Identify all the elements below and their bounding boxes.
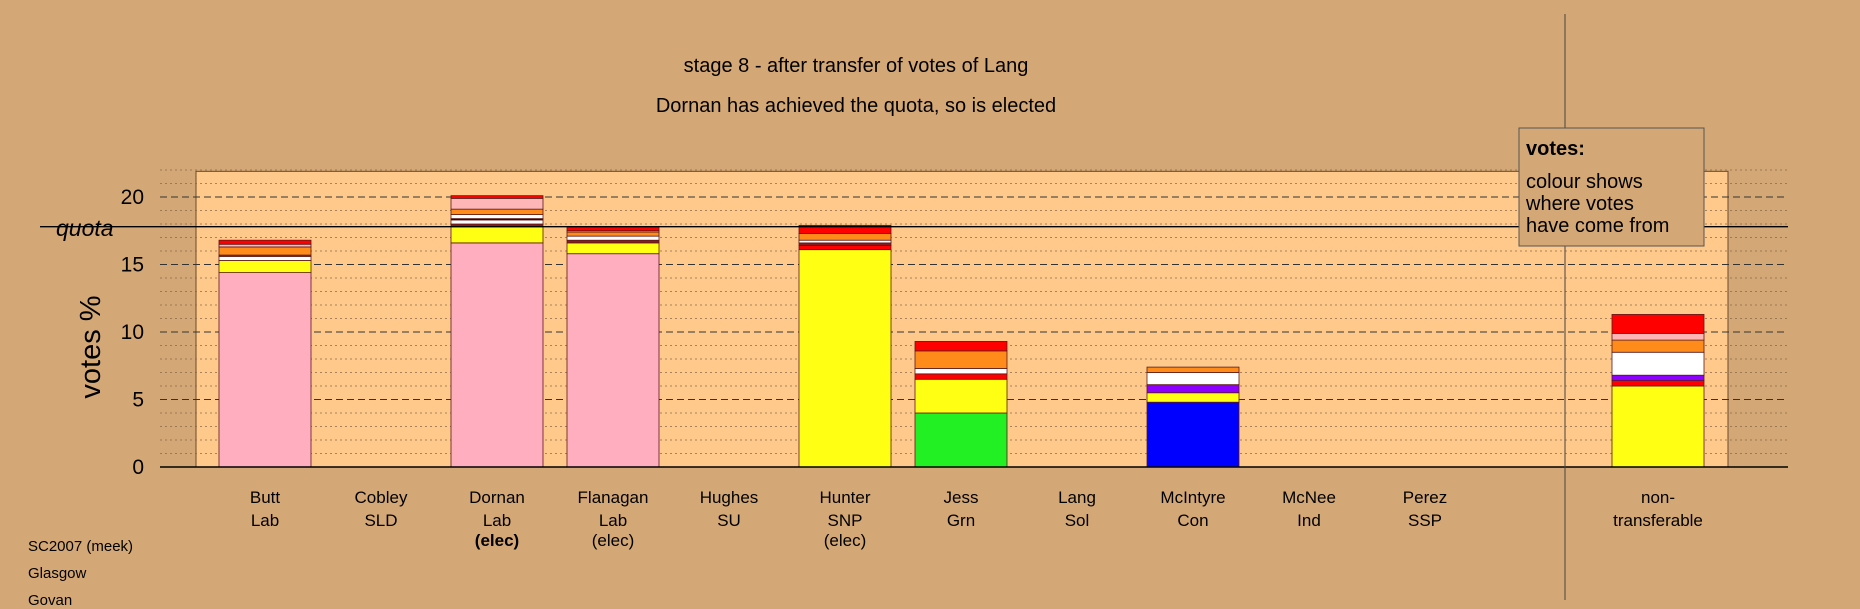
bar-segment — [798, 242, 892, 246]
bar-segment — [1146, 372, 1240, 386]
y-tick-label: 15 — [121, 254, 144, 277]
bar-segment — [450, 214, 544, 220]
footer-line-2: Glasgow — [28, 565, 87, 582]
category-party-label: Ind — [1297, 511, 1321, 530]
category-name-label: McIntyre — [1160, 488, 1225, 507]
category-party-label: transferable — [1613, 511, 1703, 530]
bar-segment — [914, 341, 1008, 352]
category-party-label: Con — [1177, 511, 1208, 530]
y-tick-label: 10 — [121, 321, 144, 344]
bar-segment — [1146, 366, 1240, 373]
category-party-label: Lab — [599, 511, 627, 530]
bar-segment — [914, 373, 1008, 380]
category-name-label: Perez — [1403, 488, 1447, 507]
bar-segment — [450, 208, 544, 215]
bar-segment — [1146, 401, 1240, 468]
bar-segment — [798, 249, 892, 468]
y-tick-label: 20 — [121, 186, 144, 209]
legend: votes: colour shows where votes have com… — [1518, 127, 1705, 247]
chart-title: stage 8 - after transfer of votes of Lan… — [684, 55, 1029, 77]
category-name-label: Hughes — [700, 488, 759, 507]
category-party-label: SU — [717, 511, 741, 530]
bar-segment — [218, 255, 312, 261]
plot-area: 05101520ButtLabCobleySLDDornanLab(elec)F… — [40, 14, 1788, 600]
category-party-label: Grn — [947, 511, 975, 530]
bar-segment — [798, 245, 892, 251]
bar-segment — [1611, 380, 1705, 387]
legend-line: have come from — [1526, 215, 1669, 237]
bar-segment — [566, 253, 660, 468]
category-status-label: (elec) — [475, 531, 519, 550]
bar-segment — [218, 243, 312, 248]
category-name-label: Hunter — [819, 488, 870, 507]
bar-segment — [450, 226, 544, 244]
bar-segment — [1611, 339, 1705, 353]
bar-segment — [450, 242, 544, 468]
category-party-label: SLD — [364, 511, 397, 530]
category-name-label: Flanagan — [578, 488, 649, 507]
chart-subtitle: Dornan has achieved the quota, so is ele… — [656, 95, 1056, 117]
bar-segment — [914, 412, 1008, 468]
bar-segment — [566, 242, 660, 255]
category-name-label: non- — [1641, 488, 1675, 507]
footer-line-3: Govan — [28, 592, 73, 609]
bar-segment — [1611, 385, 1705, 468]
bar-segment — [1611, 332, 1705, 341]
bar-segment — [914, 368, 1008, 375]
bar-segment — [218, 260, 312, 274]
category-party-label: Lab — [251, 511, 279, 530]
legend-box — [1518, 127, 1705, 247]
bar-segment — [566, 235, 660, 241]
y-tick-label: 5 — [132, 389, 144, 412]
category-name-label: Butt — [250, 488, 281, 507]
bar-segment — [1146, 392, 1240, 403]
legend-line: where votes — [1525, 193, 1634, 215]
bar-segment — [914, 350, 1008, 369]
category-party-label: Sol — [1065, 511, 1090, 530]
bar-segment — [798, 224, 892, 234]
bar-segment — [1146, 384, 1240, 394]
bar-segment — [218, 246, 312, 256]
y-tick-label: 0 — [132, 456, 144, 479]
bar-segment — [1611, 374, 1705, 382]
bar-segment — [218, 239, 312, 245]
bar-segment — [566, 239, 660, 244]
category-name-label: Cobley — [355, 488, 408, 507]
bar-segment — [798, 239, 892, 244]
y-axis-label: votes % — [75, 295, 107, 398]
category-name-label: McNee — [1282, 488, 1336, 507]
bar-segment — [566, 231, 660, 237]
bar-segment — [1611, 314, 1705, 334]
bar-segment — [450, 197, 544, 210]
category-party-label: Lab — [483, 511, 511, 530]
category-name-label: Jess — [944, 488, 979, 507]
bar-segment — [914, 378, 1008, 414]
legend-heading: votes: — [1526, 138, 1585, 160]
bar-segment — [1611, 351, 1705, 376]
quota-label: quota — [56, 215, 114, 241]
category-status-label: (elec) — [592, 531, 635, 550]
bar-segment — [798, 233, 892, 241]
legend-line: colour shows — [1526, 171, 1643, 193]
bar-segment — [218, 272, 312, 468]
category-status-label: (elec) — [824, 531, 867, 550]
category-name-label: Lang — [1058, 488, 1096, 507]
footer-line-1: SC2007 (meek) — [28, 538, 134, 555]
category-party-label: SSP — [1408, 511, 1442, 530]
bar-segment — [450, 195, 544, 199]
category-party-label: SNP — [828, 511, 863, 530]
category-name-label: Dornan — [469, 488, 525, 507]
bar-segment — [450, 219, 544, 225]
